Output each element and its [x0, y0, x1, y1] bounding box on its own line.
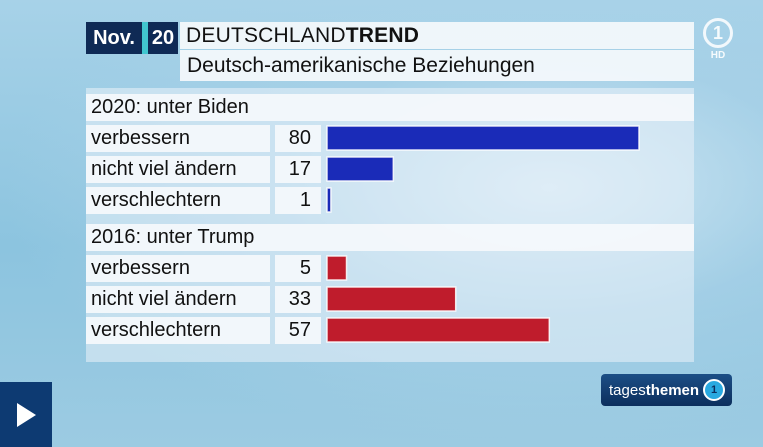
chart-title: DEUTSCHLAND TREND — [180, 22, 694, 49]
show-name-regular: tages — [609, 381, 646, 399]
group-heading-trump: 2016: unter Trump — [86, 224, 694, 251]
title-regular: DEUTSCHLAND — [186, 23, 346, 47]
title-bold: TREND — [345, 23, 420, 47]
category-label: verschlechtern — [86, 187, 270, 214]
value-label: 57 — [275, 317, 321, 344]
category-label: verbessern — [86, 125, 270, 152]
play-button[interactable] — [0, 382, 52, 447]
play-icon — [17, 402, 36, 427]
group-heading-biden: 2020: unter Biden — [86, 94, 694, 121]
category-label: nicht viel ändern — [86, 156, 270, 183]
value-label: 33 — [275, 286, 321, 313]
hd-label: HD — [710, 50, 726, 61]
year-badge: 20 — [148, 22, 178, 54]
month-badge: Nov. — [86, 22, 142, 54]
value-label: 1 — [275, 187, 321, 214]
value-label: 17 — [275, 156, 321, 183]
channel-logo-icon: 1 — [703, 18, 733, 48]
value-label: 5 — [275, 255, 321, 282]
show-name-bold: themen — [645, 381, 700, 399]
category-label: verschlechtern — [86, 317, 270, 344]
show-logo-icon: 1 — [703, 379, 725, 401]
value-label: 80 — [275, 125, 321, 152]
category-label: verbessern — [86, 255, 270, 282]
tagesthemen-logo: tages themen 1 — [601, 374, 732, 406]
badge-accent-stripe — [142, 22, 148, 54]
category-label: nicht viel ändern — [86, 286, 270, 313]
chart-subtitle: Deutsch-amerikanische Beziehungen — [180, 50, 694, 81]
